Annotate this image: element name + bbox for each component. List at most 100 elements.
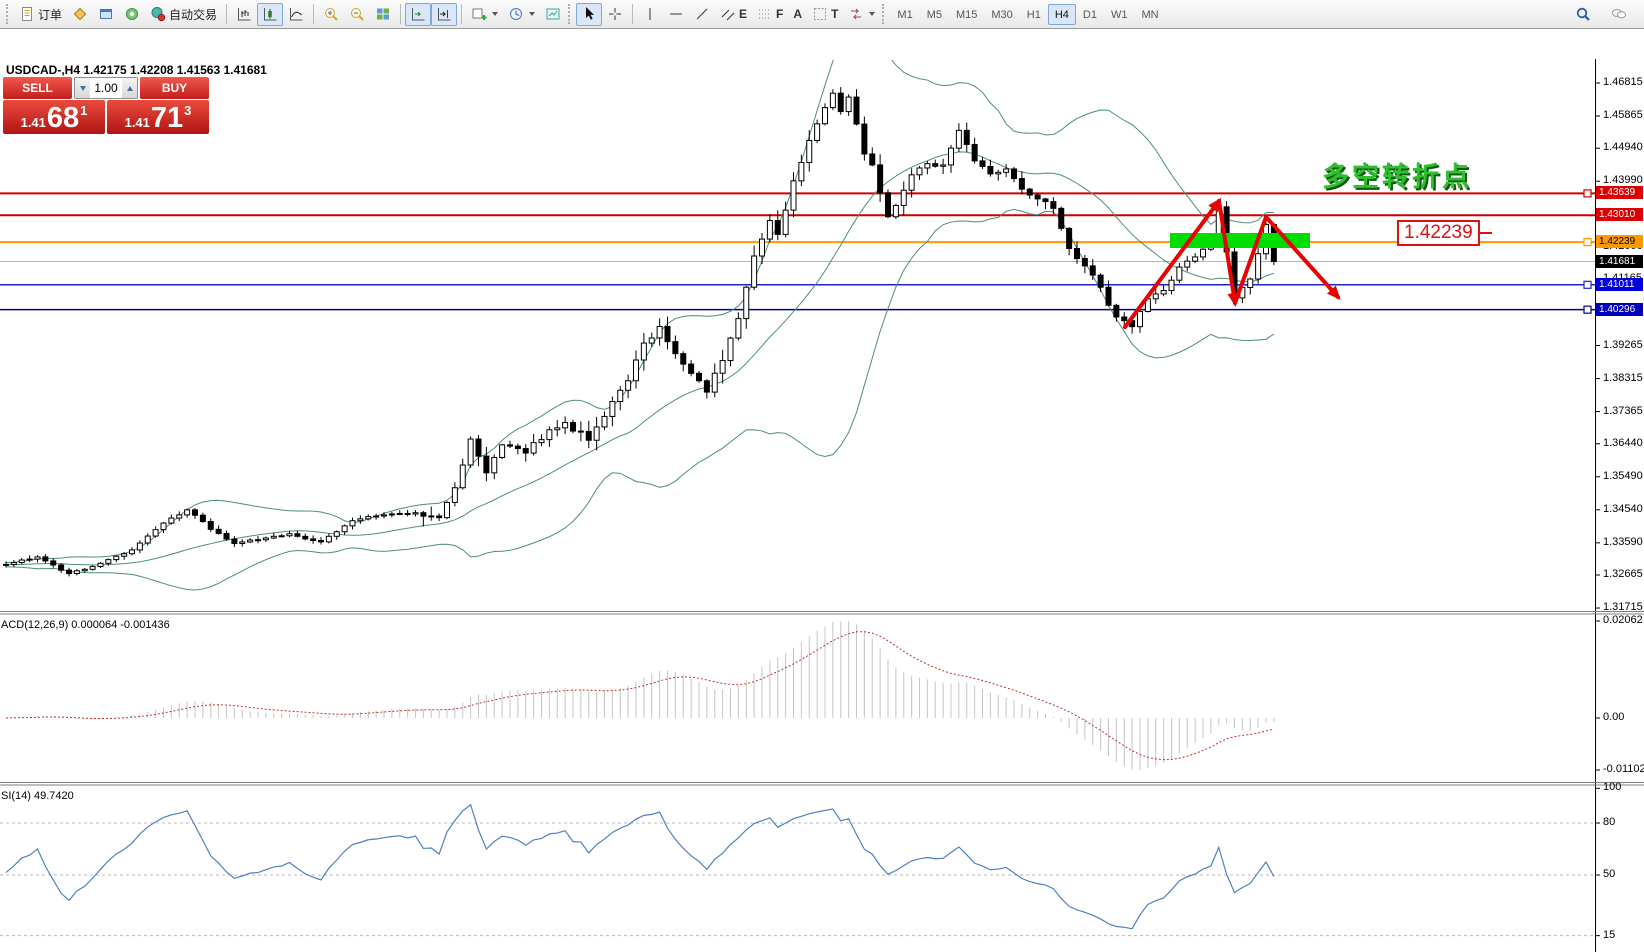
macd-axis-label: 0.02062 <box>1603 614 1643 626</box>
hline-icon <box>668 6 684 22</box>
volume-increase-button[interactable] <box>122 78 137 98</box>
cursor-button[interactable] <box>576 2 603 26</box>
price-axis-label: 1.34540 <box>1603 502 1643 515</box>
turning-point-annotation: 多空转折点 <box>1322 162 1472 192</box>
macd-pane <box>5 621 1275 770</box>
price-axis-label: 1.37365 <box>1603 404 1643 417</box>
price-axis-label: 1.40215 <box>1603 305 1643 318</box>
candlestick-chart-button[interactable] <box>257 2 284 26</box>
timeframe-d1-button[interactable]: D1 <box>1082 8 1097 21</box>
channel-button[interactable]: E <box>715 3 752 26</box>
bar-chart-button[interactable] <box>231 3 257 26</box>
crosshair-icon <box>607 6 623 22</box>
channel-button-glyph: E <box>739 7 748 21</box>
buy-price-small: 1.41 <box>124 115 150 130</box>
template-icon <box>545 6 561 22</box>
macd-axis-label: 0.00 <box>1603 711 1625 723</box>
support-zone-rectangle <box>1170 233 1310 248</box>
price-axis-label: 1.43040 <box>1603 207 1643 220</box>
cursor-icon <box>581 6 597 22</box>
navigator-button[interactable] <box>119 3 145 26</box>
autotrading-button[interactable]: 自动交易 <box>145 3 222 26</box>
chevron-down-icon <box>869 12 876 16</box>
volume-stepper[interactable]: 1.00 <box>74 77 138 99</box>
timeframe-m5-button[interactable]: M5 <box>926 8 942 21</box>
text-button[interactable]: A <box>788 3 807 26</box>
zigzag-arrow-segment <box>1264 215 1341 300</box>
price-axis-label: 1.42090 <box>1603 240 1643 253</box>
triangle-up-icon <box>126 85 133 91</box>
templates-button[interactable] <box>540 3 566 26</box>
timeframe-w1-button[interactable]: W1 <box>1110 8 1128 21</box>
sell-button[interactable]: SELL <box>3 77 72 99</box>
fibonacci-button-glyph: F <box>776 7 784 21</box>
price-axis-label: 1.41165 <box>1603 272 1642 285</box>
sell-price-small: 1.41 <box>20 115 46 130</box>
tile-icon <box>375 6 391 22</box>
buy-price-button[interactable]: 1.41 71 3 <box>107 100 209 134</box>
price-axis-label: 1.46815 <box>1603 76 1643 88</box>
buy-button[interactable]: BUY <box>140 77 209 99</box>
chat-button[interactable] <box>1606 3 1632 26</box>
zoom-out-button[interactable] <box>344 3 370 26</box>
timeframe-h1-button[interactable]: H1 <box>1026 8 1041 21</box>
doc-icon <box>19 6 35 22</box>
search-button[interactable] <box>1570 3 1596 26</box>
autotrading-button-label: 自动交易 <box>169 7 218 22</box>
chart-title: USDCAD-,H4 1.42175 1.42208 1.41563 1.416… <box>6 63 267 77</box>
price-axis-label: 1.36440 <box>1603 436 1643 449</box>
timeframe-mn-button[interactable]: MN <box>1141 8 1159 21</box>
text-label-button-glyph: T <box>831 7 839 21</box>
sell-price-big: 68 <box>46 102 80 134</box>
indicators-button[interactable] <box>466 3 503 26</box>
rsi-axis-label: 100 <box>1603 781 1622 794</box>
crosshair-button[interactable] <box>602 3 628 26</box>
horizontal-line-button[interactable] <box>663 3 689 26</box>
fibonacci-button[interactable]: F <box>752 3 788 26</box>
volume-decrease-button[interactable] <box>75 78 90 98</box>
zigzag-arrow-segment <box>1217 199 1240 307</box>
chevron-down-icon <box>492 12 499 16</box>
price-tag: 1.40296 <box>1596 302 1643 316</box>
data-window-button[interactable] <box>93 3 119 26</box>
timeframe-m1-button[interactable]: M1 <box>897 8 913 21</box>
one-click-trading-panel: SELL 1.00 BUY 1.41 68 1 1.41 71 3 <box>3 77 209 134</box>
sell-price-sup: 1 <box>80 103 88 118</box>
toolbar-right-group <box>1570 3 1640 26</box>
toolbar-separator <box>400 4 402 24</box>
text-label-button[interactable]: T <box>807 3 843 26</box>
shift-icon <box>436 6 452 22</box>
line-endpoint-marker <box>1583 238 1592 247</box>
timeframe-m30-button[interactable]: M30 <box>991 8 1013 21</box>
periods-button[interactable] <box>503 3 540 26</box>
clock-icon <box>508 6 524 22</box>
triangle-down-icon <box>79 85 86 91</box>
toolbar-separator <box>461 4 463 24</box>
timeframe-m15-button[interactable]: M15 <box>955 8 978 21</box>
new-order-button[interactable]: 订单 <box>14 3 67 26</box>
line-chart-button[interactable] <box>283 3 309 26</box>
autotrade-icon <box>150 6 166 22</box>
toolbar-separator <box>632 4 634 24</box>
line-endpoint-marker <box>1583 305 1592 314</box>
auto-scroll-button[interactable] <box>405 2 432 26</box>
sell-price-button[interactable]: 1.41 68 1 <box>3 100 105 134</box>
market-watch-button[interactable] <box>67 3 93 26</box>
data-window-icon <box>98 6 114 22</box>
navigator-icon <box>124 6 140 22</box>
price-axis-label: 1.39265 <box>1603 338 1643 351</box>
trendline-button[interactable] <box>689 3 715 26</box>
price-tag: 1.42239 <box>1596 235 1643 249</box>
tile-windows-button[interactable] <box>370 3 396 26</box>
macd-indicator-label: ACD(12,26,9) 0.000064 -0.001436 <box>1 619 170 631</box>
arrows-button[interactable] <box>843 3 880 26</box>
timeframe-h4-button[interactable]: H4 <box>1047 3 1076 25</box>
fibo-icon <box>757 6 773 22</box>
toolbar-separator <box>226 4 228 24</box>
volume-value[interactable]: 1.00 <box>90 78 122 98</box>
candles-icon <box>262 6 278 22</box>
zoom-in-button[interactable] <box>318 3 344 26</box>
chart-shift-button[interactable] <box>431 2 458 26</box>
price-callout-box: 1.42239 <box>1397 220 1480 246</box>
vertical-line-button[interactable] <box>637 3 663 26</box>
